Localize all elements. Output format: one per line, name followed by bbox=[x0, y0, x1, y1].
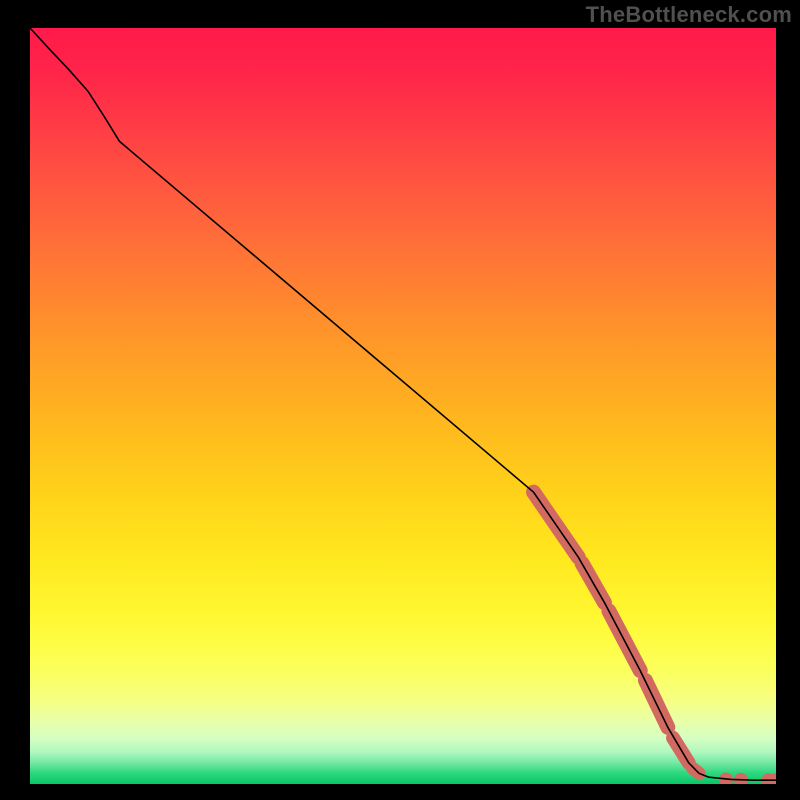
watermark-label: TheBottleneck.com bbox=[586, 2, 792, 28]
chart-frame: TheBottleneck.com bbox=[0, 0, 800, 800]
plot-svg bbox=[30, 28, 776, 784]
plot-area bbox=[30, 28, 776, 784]
